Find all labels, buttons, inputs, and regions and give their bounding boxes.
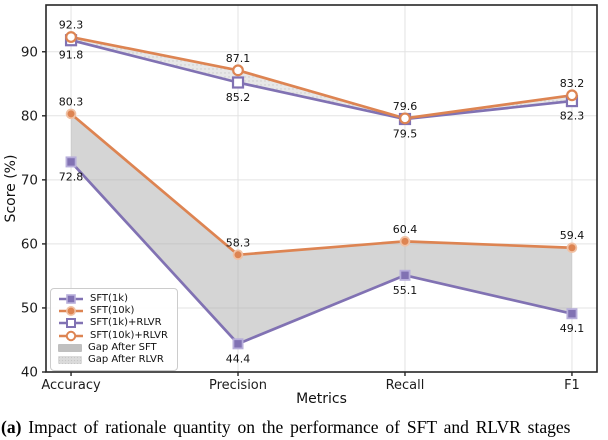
y-tick-label: 60 (21, 237, 38, 253)
legend-label: SFT(10k)+RLVR (90, 329, 168, 341)
legend-label: SFT(1k) (90, 293, 128, 305)
legend-swatch-circle-line (59, 330, 83, 341)
marker-circle (232, 249, 244, 261)
value-label: 49.1 (560, 322, 585, 335)
marker-square (231, 76, 245, 89)
value-label: 80.3 (59, 95, 84, 108)
legend-item: Gap After RLVR (58, 354, 168, 366)
marker-circle (566, 89, 578, 102)
legend-item: SFT(1k)+RLVR (58, 317, 168, 329)
legend-label: Gap After RLVR (88, 354, 164, 366)
value-label: 87.1 (226, 52, 251, 65)
value-label: 60.4 (393, 223, 418, 236)
value-label: 91.8 (59, 49, 84, 62)
gap-area (71, 113, 572, 344)
marker-square (566, 308, 578, 320)
value-label: 79.5 (393, 128, 418, 141)
y-tick-label: 40 (21, 365, 38, 381)
value-label: 58.3 (226, 236, 251, 249)
legend-item: Gap After SFT (58, 342, 168, 354)
marker-circle (399, 236, 411, 247)
value-label: 82.3 (560, 110, 585, 123)
series-line (69, 112, 574, 257)
y-tick-label: 70 (21, 172, 38, 188)
value-label: 72.8 (59, 170, 84, 183)
series-line (69, 35, 574, 120)
legend-item: SFT(10k) (58, 305, 168, 317)
legend-swatch-circle-line (59, 306, 83, 317)
legend-label: SFT(1k)+RLVR (90, 317, 162, 329)
x-tick-label: F1 (564, 378, 580, 393)
series-line (69, 38, 574, 121)
series-line (69, 160, 574, 346)
x-tick-label: Precision (209, 378, 267, 393)
marker-square (65, 156, 77, 168)
value-label: 44.4 (226, 352, 251, 365)
value-label: 85.2 (226, 91, 251, 104)
legend-swatch-square-line (59, 294, 83, 304)
value-label: 92.3 (59, 19, 84, 32)
value-label: 55.1 (393, 284, 418, 297)
y-tick-label: 50 (21, 301, 38, 317)
marker-square (232, 338, 244, 350)
chart-legend: SFT(1k) SFT(10k) SFT(1k)+RLVR SFT(10k)+RLVR… (50, 288, 178, 372)
legend-item: SFT(1k) (58, 293, 168, 305)
marker-circle (399, 112, 411, 125)
legend-swatch-area (58, 343, 82, 352)
legend-swatch-square-line (59, 318, 83, 329)
marker-circle (65, 108, 77, 120)
value-label: 83.2 (560, 77, 585, 90)
axis-spines (45, 4, 598, 373)
marker-circle (566, 242, 578, 254)
chart-svg: 72.8 44.4 55.1 49.1 80.3 58.3 60.4 59.4 91.8 85.2… (3, 4, 598, 407)
marker-circle (232, 64, 244, 77)
caption-marker: (a) (1, 417, 22, 437)
y-tick-label: 90 (21, 44, 38, 60)
figure-caption: (a) Impact of rationale quantity on the … (1, 417, 608, 438)
legend-item: SFT(10k)+RLVR (58, 330, 168, 342)
plot-area: 72.8 44.4 55.1 49.1 80.3 58.3 60.4 59.4 91.8 85.2… (3, 4, 598, 407)
value-label: 59.4 (560, 229, 585, 242)
legend-swatch-area (58, 356, 82, 365)
legend-label: Gap After SFT (88, 341, 157, 353)
x-axis-title: Metrics (296, 391, 347, 407)
legend-label: SFT(10k) (90, 305, 135, 317)
marker-circle (65, 31, 77, 43)
y-tick-label: 80 (21, 108, 38, 124)
y-axis-title: Score (%) (3, 155, 19, 223)
x-tick-label: Accuracy (41, 378, 101, 393)
x-tick-label: Recall (386, 378, 425, 393)
caption-text: Impact of rationale quantity on the perf… (28, 417, 571, 437)
marker-square (399, 269, 411, 281)
value-label: 79.6 (393, 100, 418, 113)
